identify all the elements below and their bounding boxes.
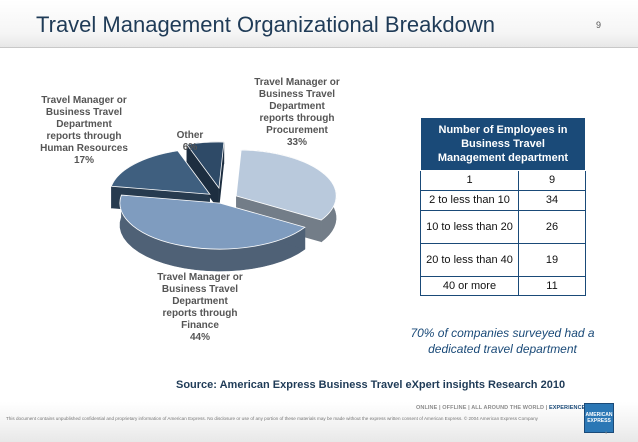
pie-label-hr: Travel Manager or Business Travel Depart… xyxy=(40,95,128,166)
table-cell-range: 1 xyxy=(420,170,519,191)
table-header: Number of Employees in Business Travel M… xyxy=(420,117,586,171)
footer-disclaimer: This document contains unpublished confi… xyxy=(6,416,538,421)
table-cell-value: 11 xyxy=(518,276,586,296)
logo-line-2: EXPRESS xyxy=(587,418,611,424)
table-cell-range: 2 to less than 10 xyxy=(420,190,519,211)
table-row: 10 to less than 20 26 xyxy=(420,210,586,244)
slide-header xyxy=(0,0,638,48)
table-cell-range: 10 to less than 20 xyxy=(420,210,519,244)
pie-slice xyxy=(119,194,306,250)
header-divider xyxy=(0,47,638,48)
source-note: Source: American Express Business Travel… xyxy=(176,379,566,391)
pie-label-finance: Travel Manager or Business Travel Depart… xyxy=(157,272,243,343)
table-cell-value: 26 xyxy=(518,210,586,244)
page-title: Travel Management Organizational Breakdo… xyxy=(36,12,495,37)
pie-slice xyxy=(186,141,225,190)
logo-line-1: AMERICAN xyxy=(585,412,613,418)
table-cell-range: 40 or more xyxy=(420,276,519,296)
tagline-right: EXPERIENCE MATTERS xyxy=(548,405,614,411)
table-cell-value: 9 xyxy=(518,170,586,191)
callout-text: 70% of companies surveyed had a dedicate… xyxy=(410,326,595,356)
table-row: 2 to less than 10 34 xyxy=(420,190,586,211)
employees-table: Number of Employees in Business Travel M… xyxy=(420,117,586,296)
page-number: 9 xyxy=(596,20,602,30)
table-row: 1 9 xyxy=(420,170,586,191)
table-row: 20 to less than 40 19 xyxy=(420,243,586,277)
pie-slice-wall xyxy=(186,144,219,211)
pie-slice xyxy=(110,150,211,195)
pie-label-other: Other 6% xyxy=(176,130,204,153)
footer-page-mark: 9 xyxy=(605,430,608,435)
tagline-left: ONLINE | OFFLINE | ALL AROUND THE WORLD … xyxy=(416,405,548,411)
table-cell-value: 19 xyxy=(518,243,586,277)
pie-label-procurement: Travel Manager or Business Travel Depart… xyxy=(254,77,340,148)
footer-tagline: ONLINE | OFFLINE | ALL AROUND THE WORLD … xyxy=(416,405,614,411)
amex-logo: AMERICAN EXPRESS xyxy=(584,403,614,433)
table-cell-range: 20 to less than 40 xyxy=(420,243,519,277)
table-cell-value: 34 xyxy=(518,190,586,211)
footer-strip xyxy=(0,402,638,442)
pie-slice xyxy=(235,149,337,221)
pie-slice-wall xyxy=(218,142,224,211)
table-row: 40 or more 11 xyxy=(420,276,586,296)
